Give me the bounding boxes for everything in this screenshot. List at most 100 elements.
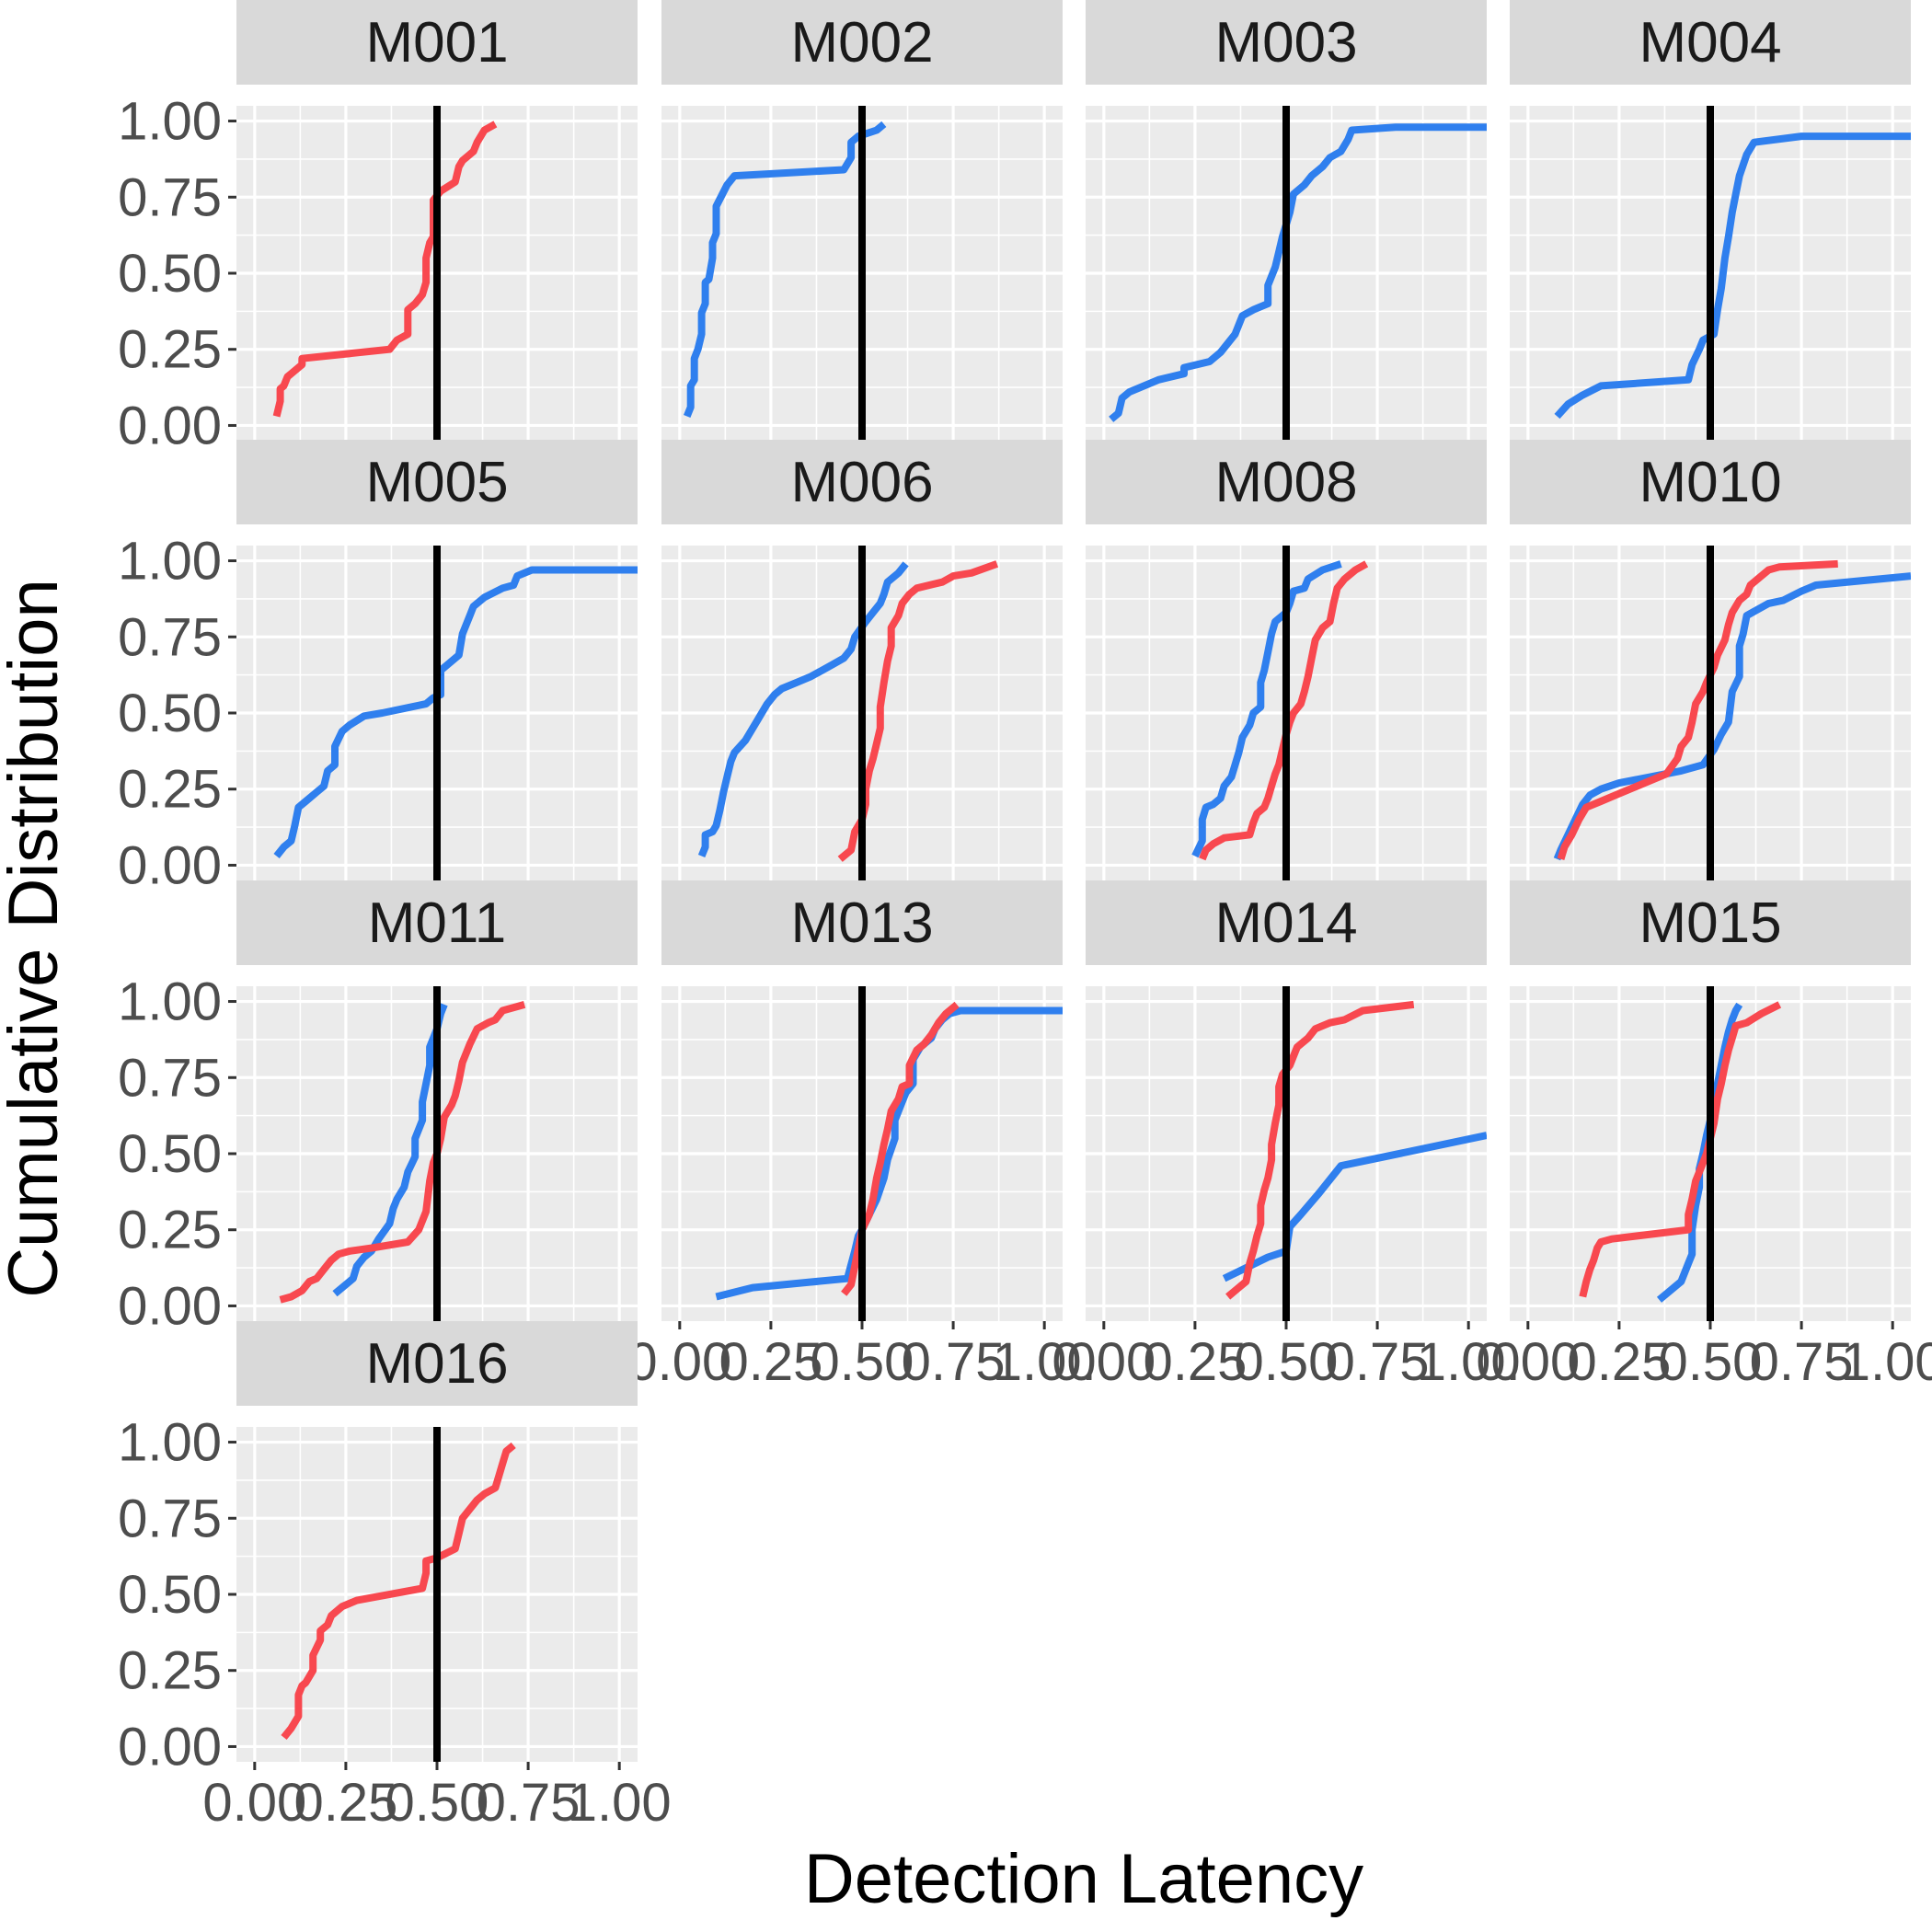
x-tick-label: 0.00 <box>627 1332 731 1392</box>
facet-strip-label: M005 <box>365 451 508 514</box>
series-line-b <box>273 566 638 858</box>
series-line-b <box>683 121 887 418</box>
series-line-a <box>279 1001 526 1304</box>
facet-strip-label: M016 <box>365 1332 508 1396</box>
y-tick-label: 0.75 <box>118 167 222 227</box>
facet-strip <box>236 1321 638 1406</box>
facet-panel-m002: M002 <box>661 0 1063 441</box>
plot-area <box>1554 106 1911 441</box>
facet-strip-label: M002 <box>790 11 933 75</box>
x-tick-label: 1.00 <box>568 1773 672 1833</box>
facet-strip-label: M010 <box>1639 451 1781 514</box>
facet-strip-label: M003 <box>1214 11 1357 75</box>
x-tick-label: 0.00 <box>1476 1332 1580 1392</box>
plot-area <box>279 986 526 1321</box>
y-tick-label: 0.75 <box>118 607 222 667</box>
x-tick-label: 0.75 <box>477 1773 581 1833</box>
x-tick-label: 0.25 <box>1143 1332 1247 1392</box>
y-tick-label: 0.00 <box>118 1717 222 1777</box>
plot-area <box>1109 106 1487 441</box>
facet-strip <box>1086 0 1487 85</box>
x-tick-label: 0.00 <box>1052 1332 1156 1392</box>
y-tick-label: 0.75 <box>118 1489 222 1548</box>
facet-panel-m016: M0160.000.250.500.751.000.000.250.500.75… <box>118 1321 672 1833</box>
plot-area <box>273 546 638 880</box>
y-tick-label: 1.00 <box>118 1413 222 1473</box>
facet-strip <box>661 0 1063 85</box>
x-tick-label: 0.25 <box>719 1332 822 1392</box>
x-axis-title: Detection Latency <box>804 1840 1363 1918</box>
plot-area <box>1191 546 1369 880</box>
facet-strip <box>1086 440 1487 524</box>
plot-area <box>697 546 999 880</box>
facet-strip-label: M011 <box>368 891 507 955</box>
x-tick-label: 0.50 <box>811 1332 914 1392</box>
facet-panel-m010: M010 <box>1510 440 1911 880</box>
y-tick-label: 0.25 <box>118 1641 222 1701</box>
x-tick-label: 0.25 <box>1567 1332 1671 1392</box>
facet-strip <box>236 440 638 524</box>
y-tick-label: 0.75 <box>118 1048 222 1108</box>
facet-strip <box>1510 0 1911 85</box>
y-tick-label: 0.50 <box>118 684 222 743</box>
facet-strip <box>661 440 1063 524</box>
series-line-b <box>1109 123 1487 422</box>
facet-strip-label: M004 <box>1639 11 1781 75</box>
facet-panel-m001: M001 0.00 0.25 0.50 0.75 1.00 <box>118 0 638 455</box>
facet-panel-m006: M006 <box>661 440 1063 880</box>
facet-panel-m011: M011 0.00 0.25 0.50 0.75 1.00 <box>118 880 638 1336</box>
series-line-b <box>1553 572 1911 861</box>
series-line-b <box>332 1003 448 1297</box>
y-tick-label: 0.50 <box>118 244 222 304</box>
series-line-a <box>272 121 498 418</box>
series-line-b <box>1554 132 1911 420</box>
facet-panel-m004: M004 <box>1510 0 1911 441</box>
x-tick-label: 1.00 <box>1841 1332 1932 1392</box>
facet-strip-label: M006 <box>790 451 933 514</box>
facet-panel-m013: M013 0.000.250.500.751.00 <box>627 880 1097 1392</box>
x-tick-label: 0.50 <box>1659 1332 1763 1392</box>
x-tick-label: 0.75 <box>1750 1332 1854 1392</box>
series-line-a <box>281 1442 516 1741</box>
x-tick-label: 0.25 <box>293 1773 397 1833</box>
facet-strip <box>236 880 638 965</box>
facet-panel-m005: M005 0.00 0.25 0.50 0.75 1.00 <box>118 440 638 895</box>
facet-panel-m008: M008 <box>1086 440 1487 880</box>
y-tick-label: 0.25 <box>118 320 222 380</box>
series-line-b <box>1656 1002 1743 1303</box>
y-tick-label: 1.00 <box>118 532 222 592</box>
facet-strip-label: M008 <box>1214 451 1357 514</box>
facet-strip <box>661 880 1063 965</box>
y-axis-title: Cumulative Distribution <box>0 579 73 1297</box>
facet-strip-label: M013 <box>790 891 933 955</box>
y-tick-label: 0.00 <box>118 1276 222 1336</box>
y-tick-label: 0.50 <box>118 1124 222 1184</box>
facet-strip <box>236 0 638 85</box>
plot-area <box>281 1427 516 1762</box>
x-tick-label: 0.75 <box>1326 1332 1430 1392</box>
x-tick-label: 0.50 <box>1235 1332 1339 1392</box>
x-tick-label: 1.00 <box>1417 1332 1521 1392</box>
plot-area <box>715 986 1063 1321</box>
plot-area <box>272 106 498 441</box>
facet-strip-label: M001 <box>365 11 508 75</box>
facet-panel-m003: M003 <box>1086 0 1487 441</box>
plot-area <box>1222 986 1487 1321</box>
y-tick-label: 1.00 <box>118 972 222 1032</box>
plot-area <box>1579 986 1782 1321</box>
facet-panel-m014: M014 0.000.250.500.751.00 <box>1052 880 1521 1392</box>
facet-strip-label: M015 <box>1639 891 1781 955</box>
x-tick-label: 0.00 <box>202 1773 306 1833</box>
y-tick-label: 0.00 <box>118 835 222 895</box>
x-tick-label: 0.75 <box>902 1332 1006 1392</box>
facet-strip <box>1510 440 1911 524</box>
facet-strip-label: M014 <box>1214 891 1357 955</box>
y-tick-label: 0.25 <box>118 760 222 820</box>
series-line-a <box>1557 559 1838 860</box>
x-tick-label: 0.50 <box>385 1773 489 1833</box>
plot-area <box>1553 546 1911 880</box>
series-line-b <box>1191 560 1342 858</box>
y-tick-label: 0.50 <box>118 1565 222 1625</box>
